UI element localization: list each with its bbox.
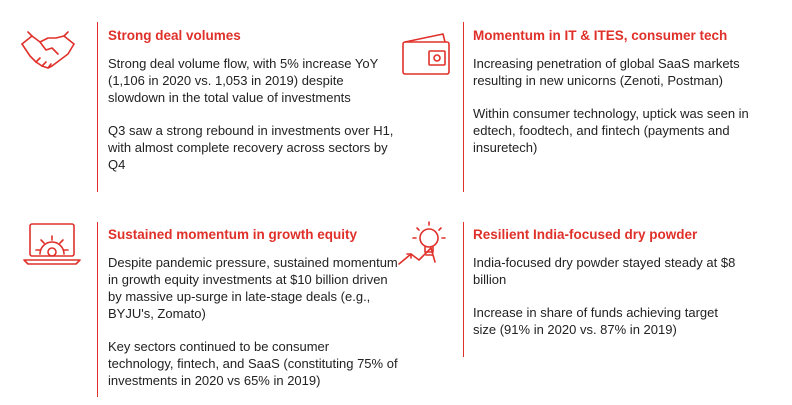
section-it-ites: Momentum in IT & ITES, consumer tech Inc… [473, 28, 773, 172]
section-growth-equity: Sustained momentum in growth equity Desp… [108, 227, 398, 405]
section-divider [463, 22, 464, 192]
laptop-gear-icon [20, 220, 84, 268]
section-paragraph: Q3 saw a strong rebound in investments o… [108, 123, 394, 172]
section-title: Momentum in IT & ITES, consumer tech [473, 28, 728, 43]
section-divider [97, 22, 98, 192]
section-paragraph: Key sectors continued to be consumer tec… [108, 339, 398, 388]
section-paragraph: Strong deal volume flow, with 5% increas… [108, 56, 379, 105]
section-dry-powder: Resilient India-focused dry powder India… [473, 227, 743, 354]
section-paragraph: India-focused dry powder stayed steady a… [473, 255, 736, 287]
section-paragraph: Increasing penetration of global SaaS ma… [473, 56, 740, 88]
section-paragraph: Increase in share of funds achieving tar… [473, 305, 718, 337]
section-divider [97, 222, 98, 397]
section-title: Strong deal volumes [108, 28, 241, 43]
section-deal-volumes: Strong deal volumes Strong deal volume f… [108, 28, 398, 189]
section-title: Sustained momentum in growth equity [108, 227, 358, 242]
handshake-icon [18, 22, 78, 82]
section-divider [463, 222, 464, 357]
section-title: Resilient India-focused dry powder [473, 227, 698, 242]
section-paragraph: Despite pandemic pressure, sustained mom… [108, 255, 398, 321]
lightbulb-growth-icon [395, 218, 455, 274]
section-paragraph: Within consumer technology, uptick was s… [473, 106, 749, 155]
wallet-icon [399, 28, 455, 80]
